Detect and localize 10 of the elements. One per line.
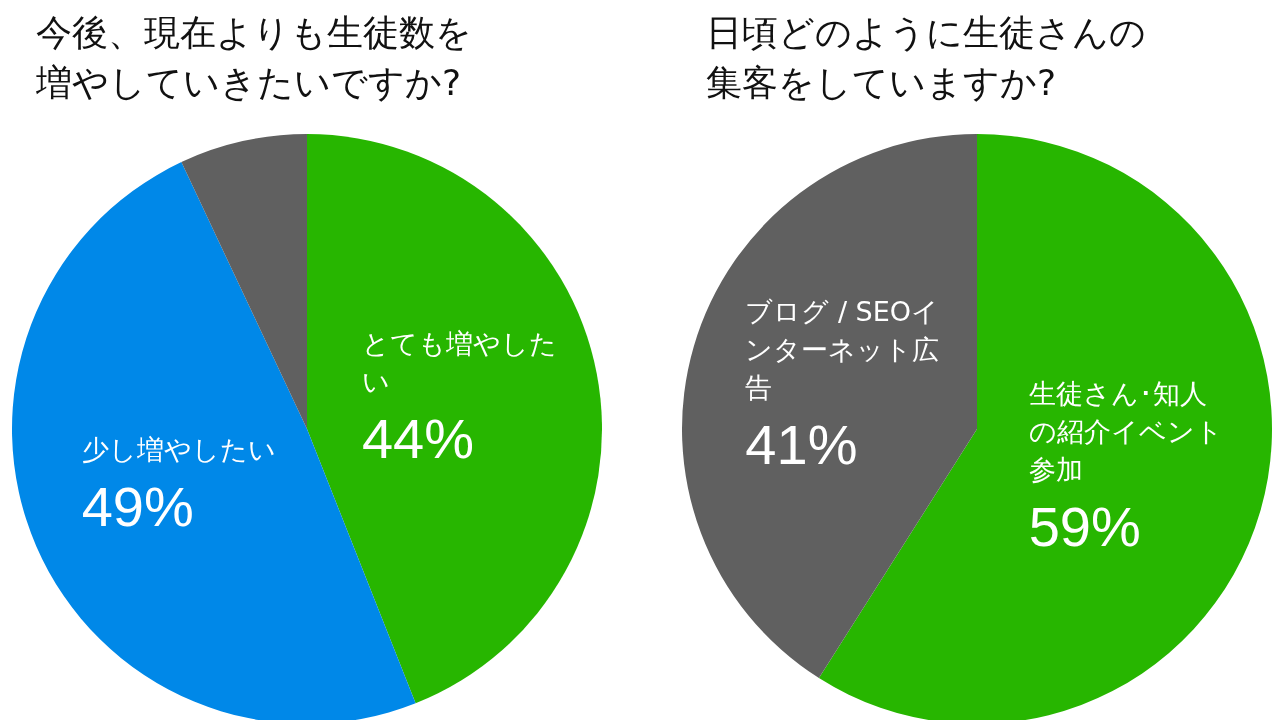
data-label: 41% — [745, 411, 859, 478]
data-label: 44% — [361, 406, 475, 473]
data-label: 59% — [1028, 494, 1142, 561]
slice-label: 少し増やしたい — [81, 432, 277, 467]
chart-title: 今後、現在よりも生徒数を増やしていきたいですか? — [36, 11, 473, 105]
slice-label: 生徒さん･知人の紹介イベント参加 — [1028, 377, 1224, 488]
chart-title: 日頃どのように生徒さんの集客をしていますか? — [706, 11, 1147, 105]
data-label: 49% — [81, 473, 195, 540]
slice-label: ブログ / SEOインターネット広告 — [745, 294, 941, 405]
slice-label: とても増やしたい — [361, 327, 557, 400]
